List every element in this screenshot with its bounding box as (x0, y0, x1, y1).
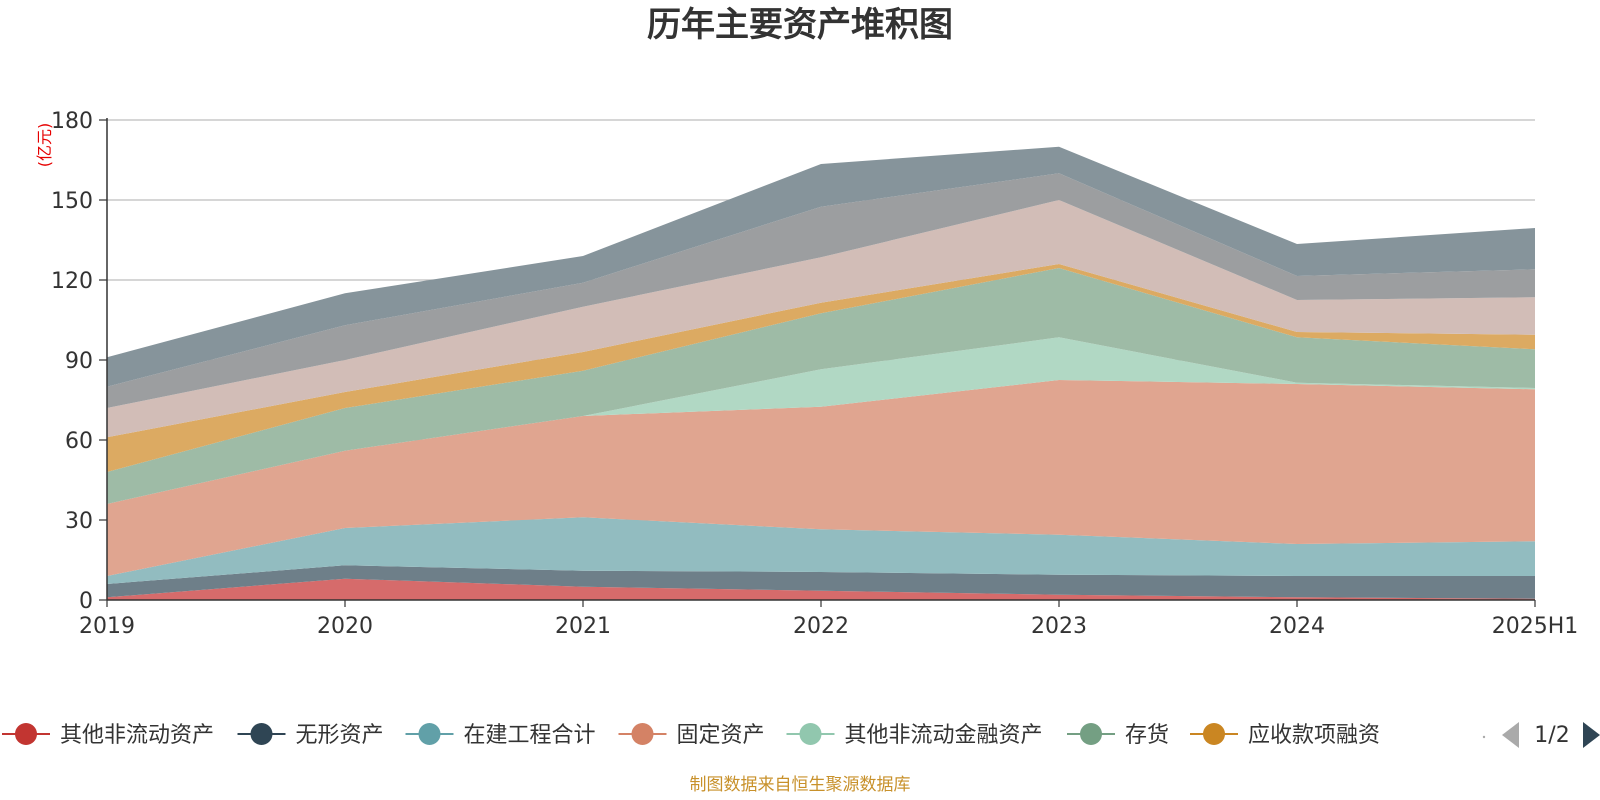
legend-label: 无形资产 (296, 723, 384, 748)
legend-item-5[interactable]: 存货 (1067, 723, 1169, 748)
legend-label: 其他非流动金融资产 (845, 723, 1043, 748)
legend-marker (1203, 723, 1225, 745)
area-series-2 (107, 517, 1535, 584)
legend-next-page-icon[interactable] (1583, 722, 1600, 748)
legend-item-4[interactable]: 其他非流动金融资产 (786, 723, 1043, 748)
y-tick-label: 90 (65, 349, 93, 374)
legend-marker (799, 723, 822, 745)
x-tick-label: 2020 (317, 614, 373, 639)
legend-marker (1080, 723, 1102, 745)
x-tick-label: 2024 (1269, 614, 1325, 639)
legend-marker (631, 723, 654, 745)
legend-item-2[interactable]: 在建工程合计 (405, 723, 596, 748)
x-tick-label: 2022 (793, 614, 849, 639)
legend-label: 其他非流动资产 (60, 723, 214, 748)
area-series-3 (107, 380, 1535, 576)
area-series-6 (107, 264, 1535, 472)
area-series-9 (107, 146, 1535, 387)
y-tick-label: 0 (79, 589, 93, 614)
area-series-7 (107, 200, 1535, 438)
legend-item-6[interactable]: 应收款项融资 (1190, 723, 1380, 748)
area-series-0 (107, 578, 1535, 600)
legend-item-1[interactable]: 无形资产 (237, 723, 384, 748)
y-axis-unit-label: (亿元) (35, 123, 54, 168)
chart-title: 历年主要资产堆积图 (647, 5, 953, 45)
x-tick-label: 2019 (79, 614, 135, 639)
x-tick-label: 2021 (555, 614, 611, 639)
y-tick-label: 30 (65, 509, 93, 534)
y-tick-label: 150 (51, 189, 93, 214)
y-tick-label: 120 (51, 269, 93, 294)
legend-marker (250, 723, 273, 745)
axes: 0 30 60 90 120 150 180 2019 2020 2021 2022 2023 2024… (51, 109, 1578, 639)
legend: 其他非流动资产 无形资产 在建工程合计 固定资产 其他非流动金融资产 存货 应收款项融资 1/… (2, 722, 1600, 748)
data-source-note: 制图数据来自恒生聚源数据库 (690, 775, 911, 795)
area-series-group (107, 146, 1535, 600)
legend-item-3[interactable]: 固定资产 (618, 723, 765, 748)
legend-item-0[interactable]: 其他非流动资产 (2, 723, 214, 748)
legend-marker (418, 723, 441, 745)
legend-page-indicator: 1/2 (1534, 723, 1569, 748)
legend-marker (15, 723, 37, 745)
legend-prev-page-icon[interactable] (1502, 722, 1519, 748)
legend-label: 在建工程合计 (464, 723, 596, 748)
area-series-5 (107, 268, 1535, 504)
legend-label: 应收款项融资 (1248, 723, 1380, 748)
area-series-8 (107, 173, 1535, 408)
x-tick-label: 2023 (1031, 614, 1087, 639)
area-series-1 (107, 565, 1535, 599)
x-tick-label: 2025H1 (1492, 614, 1579, 639)
area-series-4 (107, 337, 1535, 504)
legend-label: 固定资产 (677, 723, 765, 748)
y-tick-label: 60 (65, 429, 93, 454)
y-tick-label: 180 (51, 109, 93, 134)
legend-label: 存货 (1125, 723, 1169, 748)
legend-overflow-dot (1482, 735, 1486, 739)
